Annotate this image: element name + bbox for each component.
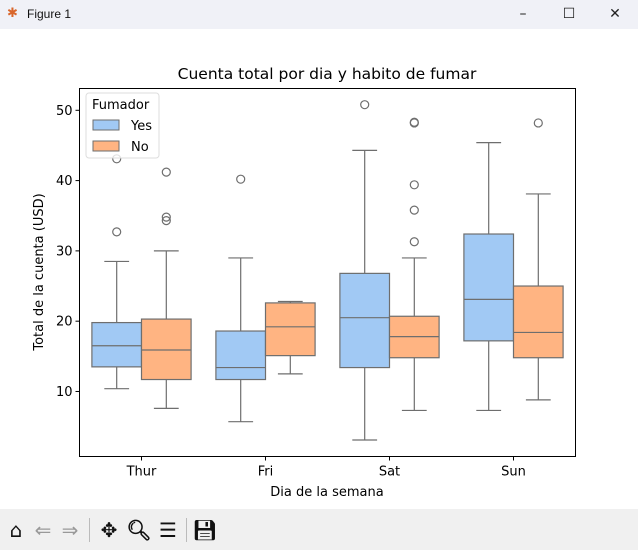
outlier-point (533, 118, 543, 128)
outlier-point (161, 167, 171, 177)
navigation-toolbar: ⌂ ⇐ ⇒ ✥ 🔍︎ ☰ 💾︎ (0, 509, 638, 550)
outlier-point (161, 212, 171, 222)
outlier-point (161, 216, 171, 226)
window-titlebar: ✱ Figure 1 – ☐ ✕ (0, 0, 638, 29)
boxplot-chart: Cuenta total por dia y habito de fumar D… (32, 65, 576, 500)
box-yes-thur (91, 321, 143, 368)
y-tick-label: 30 (56, 244, 73, 259)
legend: Fumador Yes No (85, 92, 160, 159)
box-no-thur (140, 318, 192, 381)
box-no-fri (264, 302, 316, 357)
chart-title: Cuenta total por dia y habito de fumar (178, 65, 477, 83)
outlier-point (112, 227, 122, 237)
legend-label-yes: Yes (130, 119, 152, 134)
x-tick-label: Sat (379, 465, 400, 480)
y-tick-label: 20 (56, 315, 73, 330)
outlier-point (409, 117, 419, 127)
toolbar-separator (89, 518, 90, 542)
zoom-icon[interactable]: 🔍︎ (126, 518, 152, 542)
maximize-button[interactable]: ☐ (562, 6, 576, 22)
legend-label-no: No (131, 140, 149, 155)
outlier-point (236, 174, 246, 184)
box-no-sun (512, 285, 564, 359)
box-yes-fri (215, 330, 267, 381)
x-tick-label: Sun (501, 465, 526, 480)
window-title: Figure 1 (27, 7, 72, 21)
box-yes-sat (339, 272, 391, 369)
outlier-point (409, 205, 419, 215)
legend-swatch-yes (92, 119, 120, 131)
back-icon[interactable]: ⇐ (34, 518, 52, 542)
close-button[interactable]: ✕ (609, 6, 621, 22)
y-tick-label: 50 (56, 104, 73, 119)
matplotlib-app-icon: ✱ (7, 6, 18, 21)
outlier-point (360, 100, 370, 110)
legend-title: Fumador (92, 98, 150, 113)
outlier-point (409, 237, 419, 247)
forward-icon[interactable]: ⇒ (61, 518, 79, 542)
outlier-point (409, 180, 419, 190)
minimize-button[interactable]: – (519, 6, 527, 22)
x-tick-label: Thur (126, 465, 157, 480)
y-axis-label: Total de la cuenta (USD) (32, 193, 47, 351)
save-icon[interactable]: 💾︎ (192, 518, 218, 542)
x-axis-label: Dia de la semana (270, 485, 383, 500)
x-tick-label: Fri (258, 465, 274, 480)
configure-subplots-icon[interactable]: ☰ (159, 518, 177, 542)
box-yes-sun (463, 233, 515, 342)
y-tick-label: 10 (56, 385, 73, 400)
toolbar-separator (186, 518, 187, 542)
y-tick-label: 40 (56, 174, 73, 189)
legend-swatch-no (92, 140, 120, 152)
pan-icon[interactable]: ✥ (100, 518, 118, 542)
axes-frame (79, 88, 576, 457)
home-icon[interactable]: ⌂ (9, 518, 23, 542)
